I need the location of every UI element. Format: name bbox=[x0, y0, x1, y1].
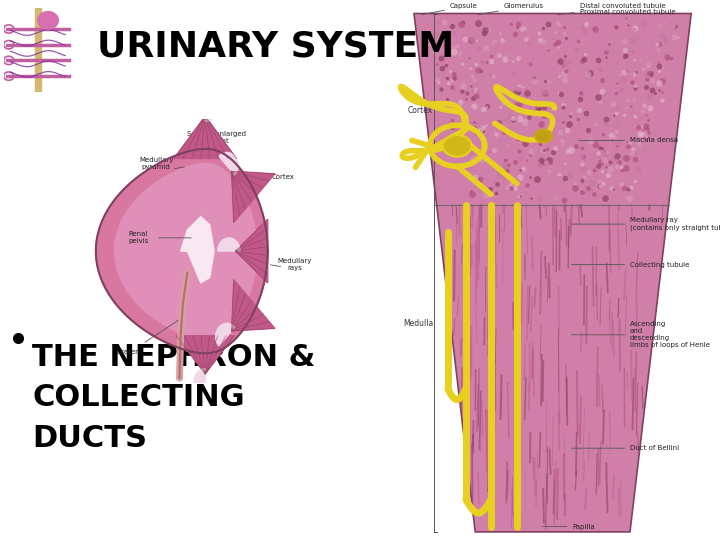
Polygon shape bbox=[35, 8, 40, 92]
Polygon shape bbox=[181, 217, 214, 283]
Text: Duct of Bellini: Duct of Bellini bbox=[572, 445, 679, 451]
Text: Medullary
rays: Medullary rays bbox=[277, 258, 312, 271]
Text: Distal convoluted tubule: Distal convoluted tubule bbox=[557, 3, 665, 15]
Text: Collecting tubule: Collecting tubule bbox=[572, 261, 689, 268]
Text: URINARY SYSTEM: URINARY SYSTEM bbox=[97, 30, 454, 64]
PathPatch shape bbox=[414, 14, 691, 532]
Text: Cortex: Cortex bbox=[408, 106, 433, 115]
Text: Renal
pelvis: Renal pelvis bbox=[128, 231, 148, 245]
Polygon shape bbox=[174, 116, 236, 159]
Text: Medullary ray
(contains only straight tubules): Medullary ray (contains only straight tu… bbox=[572, 217, 720, 231]
Polygon shape bbox=[38, 11, 58, 29]
Polygon shape bbox=[232, 171, 275, 222]
Polygon shape bbox=[96, 149, 268, 353]
Polygon shape bbox=[176, 336, 234, 374]
Polygon shape bbox=[114, 164, 257, 339]
Polygon shape bbox=[235, 219, 268, 283]
Text: THE NEPHRON &: THE NEPHRON & bbox=[32, 343, 315, 372]
Text: Cortex: Cortex bbox=[272, 174, 294, 180]
Text: DUCTS: DUCTS bbox=[32, 424, 148, 453]
Polygon shape bbox=[217, 238, 240, 251]
Text: Proximal convoluted tubule: Proximal convoluted tubule bbox=[580, 9, 675, 19]
Polygon shape bbox=[535, 130, 552, 143]
Polygon shape bbox=[216, 323, 235, 346]
Text: Ascending
and
descending
limbs of loops of Henle: Ascending and descending limbs of loops … bbox=[572, 321, 710, 348]
Text: Medullary
pyramid: Medullary pyramid bbox=[139, 157, 174, 170]
Polygon shape bbox=[205, 95, 216, 122]
Polygon shape bbox=[443, 135, 472, 157]
Text: Medulla: Medulla bbox=[402, 320, 433, 328]
Text: Capsule: Capsule bbox=[422, 3, 478, 15]
Text: Glomerulus: Glomerulus bbox=[478, 3, 544, 15]
Text: Papilla: Papilla bbox=[543, 523, 595, 530]
Polygon shape bbox=[194, 369, 205, 395]
Text: COLLECTING: COLLECTING bbox=[32, 383, 245, 413]
Text: Ureter: Ureter bbox=[116, 349, 138, 355]
Polygon shape bbox=[219, 152, 238, 175]
Polygon shape bbox=[232, 280, 275, 331]
Text: Macula densa: Macula densa bbox=[579, 137, 678, 144]
Text: Section enlarged
at right: Section enlarged at right bbox=[187, 131, 246, 144]
